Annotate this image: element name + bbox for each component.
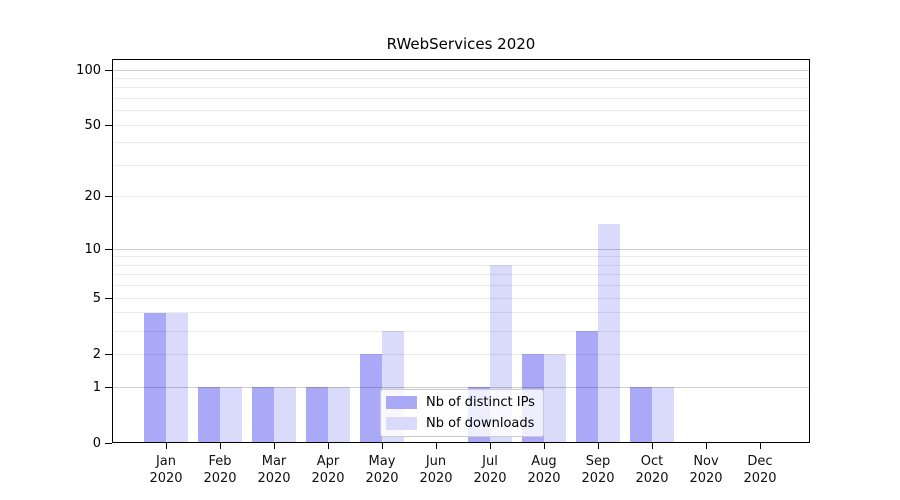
y-tick-label: 20 bbox=[84, 189, 101, 205]
plot-area: 0 1 2 5 10 20 50 100 Jan 2020 Feb 2020 Mar 2020 Apr 20… bbox=[76, 59, 810, 486]
y-tick bbox=[105, 124, 112, 126]
y-tick bbox=[105, 69, 112, 71]
x-tick-label-mar: Mar 2020 bbox=[257, 454, 291, 486]
bar-sep-downloads bbox=[598, 224, 620, 443]
x-tick-label-feb: Feb 2020 bbox=[203, 454, 237, 486]
y-tick-label: 1 bbox=[92, 379, 101, 395]
y-tick-label: 10 bbox=[84, 241, 101, 257]
y-tick-label: 50 bbox=[84, 117, 101, 133]
y-tick bbox=[105, 353, 112, 355]
bar-aug-downloads bbox=[544, 354, 566, 443]
y-tick-label: 5 bbox=[92, 290, 101, 306]
x-tick bbox=[273, 443, 275, 449]
plot-frame bbox=[112, 59, 810, 443]
gridline-minor bbox=[112, 285, 810, 287]
x-tick-label-aug: Aug 2020 bbox=[527, 454, 561, 486]
gridline-minor bbox=[112, 142, 810, 144]
y-tick-label: 2 bbox=[92, 346, 101, 362]
x-tick bbox=[327, 443, 329, 449]
y-tick-label: 0 bbox=[92, 435, 101, 451]
gridline-minor bbox=[112, 312, 810, 314]
legend: Nb of distinct IPs Nb of downloads bbox=[380, 389, 544, 437]
x-tick bbox=[543, 443, 545, 449]
x-tick-label-may: May 2020 bbox=[365, 454, 399, 486]
x-tick-label-dec: Dec 2020 bbox=[743, 454, 777, 486]
x-tick bbox=[381, 443, 383, 449]
x-tick bbox=[759, 443, 761, 449]
bar-oct-ips bbox=[630, 387, 652, 443]
y-tick bbox=[105, 196, 112, 198]
gridline-minor bbox=[112, 124, 810, 126]
legend-item-distinct-ips: Nb of distinct IPs bbox=[386, 395, 543, 410]
x-tick bbox=[435, 443, 437, 449]
y-tick-label: 100 bbox=[76, 62, 101, 78]
x-tick-label-jul: Jul 2020 bbox=[473, 454, 507, 486]
x-tick-label-nov: Nov 2020 bbox=[689, 454, 723, 486]
x-tick-label-jan: Jan 2020 bbox=[149, 454, 183, 486]
gridline-minor bbox=[112, 98, 810, 99]
x-tick-label-jun: Jun 2020 bbox=[419, 454, 453, 486]
x-tick bbox=[219, 443, 221, 449]
bar-may-ips bbox=[360, 354, 382, 443]
gridline-minor bbox=[112, 264, 810, 266]
x-tick bbox=[651, 443, 653, 449]
gridline-minor bbox=[112, 256, 810, 258]
legend-label-downloads: Nb of downloads bbox=[426, 416, 535, 431]
bar-jan-ips bbox=[144, 312, 166, 443]
gridline-minor bbox=[112, 353, 810, 355]
gridline-minor bbox=[112, 165, 810, 166]
y-tick bbox=[105, 442, 112, 444]
gridline-major bbox=[112, 69, 810, 71]
x-tick bbox=[705, 443, 707, 449]
gridline-major bbox=[112, 386, 810, 388]
chart-title: RWebServices 2020 bbox=[386, 35, 536, 53]
x-tick bbox=[165, 443, 167, 449]
legend-swatch-distinct-ips bbox=[386, 396, 417, 409]
y-tick bbox=[105, 248, 112, 250]
legend-label-distinct-ips: Nb of distinct IPs bbox=[426, 395, 535, 410]
x-tick bbox=[489, 443, 491, 449]
gridline-minor bbox=[112, 77, 810, 79]
gridline-minor bbox=[112, 87, 810, 89]
gridline-minor bbox=[112, 330, 810, 332]
gridline-minor bbox=[112, 274, 810, 276]
x-tick-label-sep: Sep 2020 bbox=[581, 454, 615, 486]
gridline-minor bbox=[112, 196, 810, 198]
bar-jan-downloads bbox=[166, 312, 188, 443]
y-tick bbox=[105, 386, 112, 388]
legend-swatch-downloads bbox=[386, 417, 417, 430]
bar-feb-downloads bbox=[220, 387, 242, 443]
bar-apr-downloads bbox=[328, 387, 350, 443]
bar-oct-downloads bbox=[652, 387, 674, 443]
bar-apr-ips bbox=[306, 387, 328, 443]
bar-feb-ips bbox=[198, 387, 220, 443]
bar-mar-ips bbox=[252, 387, 274, 443]
x-tick-label-oct: Oct 2020 bbox=[635, 454, 669, 486]
y-tick bbox=[105, 297, 112, 299]
x-tick-label-apr: Apr 2020 bbox=[311, 454, 345, 486]
gridline-major bbox=[112, 248, 810, 250]
gridline-minor bbox=[112, 297, 810, 299]
gridline-minor bbox=[112, 110, 810, 112]
x-tick bbox=[597, 443, 599, 449]
bar-mar-downloads bbox=[274, 387, 296, 443]
legend-item-downloads: Nb of downloads bbox=[386, 416, 543, 431]
